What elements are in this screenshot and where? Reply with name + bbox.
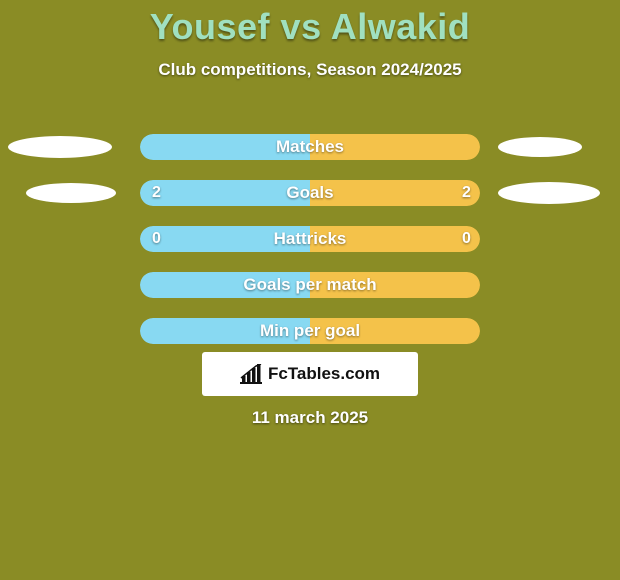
brand-badge: FcTables.com [202, 352, 418, 396]
stat-bar-track [140, 272, 480, 298]
stat-value-right: 2 [462, 184, 471, 202]
stat-bar-track [140, 180, 480, 206]
stat-bar-track [140, 226, 480, 252]
stat-bar-right [310, 226, 480, 252]
page-title: Yousef vs Alwakid [0, 0, 620, 48]
stat-bar-right [310, 272, 480, 298]
stat-bar-right [310, 180, 480, 206]
stat-bar-left [140, 180, 310, 206]
player-right-ellipse [498, 182, 600, 204]
player-left-ellipse [26, 183, 116, 203]
stat-value-right: 0 [462, 230, 471, 248]
subtitle: Club competitions, Season 2024/2025 [0, 60, 620, 80]
player-left-ellipse [8, 136, 112, 158]
stats-container: MatchesGoals22Hattricks00Goals per match… [0, 124, 620, 354]
stat-bar-right [310, 318, 480, 344]
stat-bar-left [140, 318, 310, 344]
stat-row: Goals22 [0, 170, 620, 216]
stat-bar-left [140, 134, 310, 160]
stat-bar-right [310, 134, 480, 160]
brand-text: FcTables.com [268, 364, 380, 384]
stat-bar-left [140, 272, 310, 298]
stat-row: Hattricks00 [0, 216, 620, 262]
date-label: 11 march 2025 [0, 408, 620, 428]
stat-bar-track [140, 318, 480, 344]
stat-bar-track [140, 134, 480, 160]
stat-value-left: 0 [152, 230, 161, 248]
player-right-ellipse [498, 137, 582, 157]
stat-row: Matches [0, 124, 620, 170]
stat-value-left: 2 [152, 184, 161, 202]
infographic-root: Yousef vs Alwakid Club competitions, Sea… [0, 0, 620, 580]
stat-row: Goals per match [0, 262, 620, 308]
stat-bar-left [140, 226, 310, 252]
brand-chart-icon [240, 364, 262, 384]
stat-row: Min per goal [0, 308, 620, 354]
